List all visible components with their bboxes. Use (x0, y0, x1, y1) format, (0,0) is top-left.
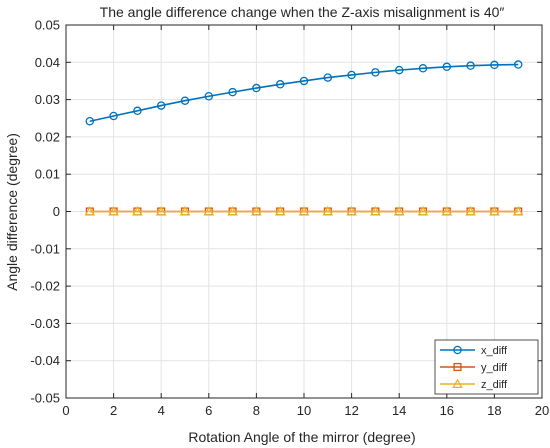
legend-item-y_diff: y_diff (440, 362, 508, 374)
data-point (251, 205, 262, 216)
data-point (227, 205, 238, 216)
data-point (513, 60, 523, 69)
y-tick-label: -0.01 (30, 241, 60, 256)
data-point (299, 76, 309, 86)
series-line (89, 63, 519, 123)
legend-label: z_diff (481, 379, 508, 391)
data-point (452, 378, 463, 389)
data-point (133, 106, 142, 116)
y-tick-label: 0 (53, 204, 60, 219)
data-point (347, 70, 356, 80)
legend: x_diff y_diff z_diff (434, 339, 539, 395)
y-tick-label: 0.04 (35, 55, 60, 70)
x-tick-label: 16 (440, 403, 454, 418)
y-tick-label: 0.02 (35, 129, 60, 144)
x-tick-label: 4 (158, 403, 165, 418)
data-point (394, 65, 404, 75)
data-point (442, 62, 452, 72)
data-point (274, 205, 286, 216)
y-tick-label: -0.03 (30, 316, 60, 331)
x-tick-label: 0 (62, 403, 69, 418)
data-point (298, 205, 310, 216)
data-point (370, 205, 381, 216)
data-point (465, 205, 476, 216)
y-tick-label: -0.05 (30, 391, 60, 406)
data-point (323, 73, 333, 82)
chart-title: The angle difference change when the Z-a… (100, 4, 505, 20)
legend-label: x_diff (481, 345, 508, 357)
x-tick-label: 8 (253, 403, 260, 418)
data-point (275, 80, 285, 89)
x-tick-label: 14 (392, 403, 406, 418)
series-x_diff (85, 60, 523, 126)
x-tick-label: 20 (535, 403, 549, 418)
y-axis-title: Angle difference (degree) (4, 133, 20, 291)
data-point (371, 68, 380, 77)
y-tick-label: 0.05 (35, 18, 60, 33)
data-point (84, 205, 96, 216)
data-point (490, 60, 499, 70)
x-tick-label: 18 (487, 403, 501, 418)
data-point (322, 205, 334, 216)
data-point (466, 61, 475, 70)
data-point (156, 101, 166, 110)
legend-item-z_diff: z_diff (440, 378, 508, 391)
axes: 0 2 4 6 8 10 12 14 16 18 20 -0.05 -0.04 -0.03 -0.02 -0.… (30, 18, 549, 419)
x-tick-label: 10 (297, 403, 311, 418)
y-tick-label: 0.03 (35, 92, 60, 107)
x-tick-label: 12 (344, 403, 358, 418)
x-tick-label: 2 (110, 403, 117, 418)
data-point (203, 205, 215, 216)
data-point (204, 91, 214, 101)
data-point (252, 83, 261, 93)
data-point (108, 205, 119, 216)
data-point (346, 205, 357, 216)
x-axis-title: Rotation Angle of the mirror (degree) (188, 429, 415, 445)
data-point (417, 205, 429, 216)
data-point (132, 205, 143, 216)
data-point (453, 362, 462, 372)
data-point (179, 205, 191, 216)
series-layer (84, 60, 524, 216)
data-point (418, 64, 428, 73)
y-tick-label: -0.02 (30, 279, 60, 294)
data-point (441, 205, 453, 216)
legend-item-x_diff: x_diff (440, 345, 508, 357)
data-point (85, 116, 95, 126)
series-z_diff (84, 205, 524, 216)
data-point (109, 111, 118, 121)
data-point (180, 96, 190, 105)
y-tick-label: -0.04 (30, 353, 60, 368)
y-tick-label: 0.01 (35, 167, 60, 182)
data-point (512, 205, 524, 216)
data-point (489, 205, 500, 216)
x-tick-label: 6 (205, 403, 212, 418)
data-point (453, 345, 462, 355)
data-point (393, 205, 405, 216)
data-point (228, 87, 237, 97)
data-point (155, 205, 167, 216)
legend-label: y_diff (481, 362, 508, 374)
